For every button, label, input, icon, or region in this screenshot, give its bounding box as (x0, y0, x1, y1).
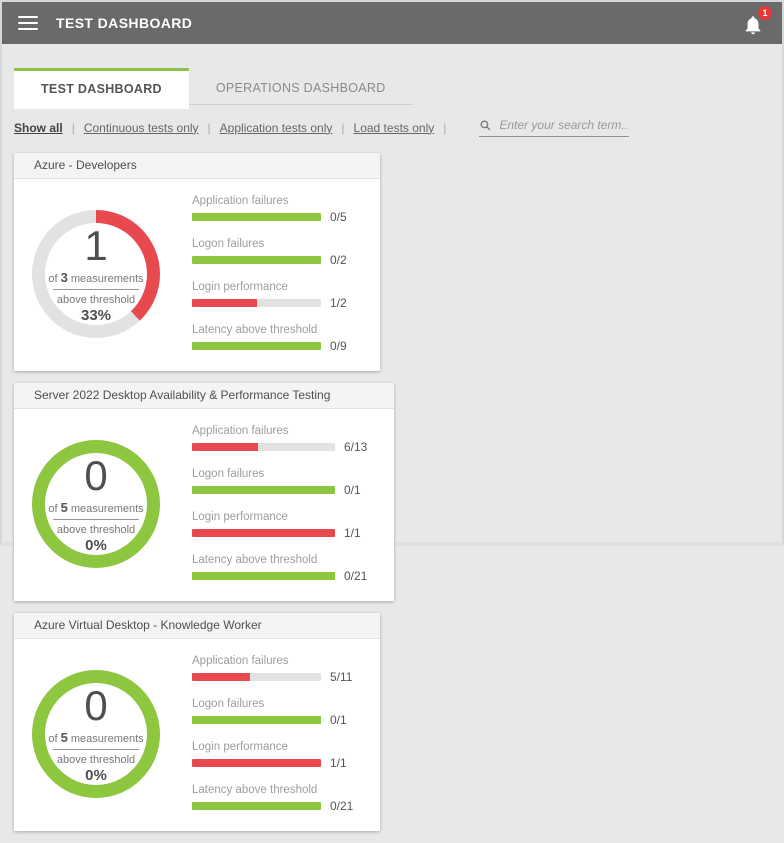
search-icon (480, 120, 491, 130)
bell-icon (745, 16, 761, 35)
metric-bar (192, 802, 321, 810)
filter-show-all[interactable]: Show all (14, 120, 63, 135)
dashboard-tabs: TEST DASHBOARD OPERATIONS DASHBOARD (14, 68, 770, 109)
card-azure-virtual-desktop[interactable]: Azure Virtual Desktop - Knowledge Worker… (14, 613, 380, 831)
metric-logon-failures: Logon failures 0/1 (192, 698, 364, 727)
metric-bar (192, 256, 321, 264)
card-title: Server 2022 Desktop Availability & Perfo… (14, 383, 394, 409)
donut-chart: 1 of 3 measurements above threshold 33% (32, 210, 162, 338)
donut-of-line: of 5 measurements (48, 500, 144, 516)
metric-latency-above-threshold: Latency above threshold 0/21 (192, 784, 364, 813)
cards-grid: Azure - Developers 1 of 3 measurements a… (2, 141, 782, 843)
metric-login-performance: Login performance 1/2 (192, 281, 364, 310)
donut-percent: 33% (80, 307, 112, 325)
metric-bar (192, 529, 335, 537)
card-body: 0 of 5 measurements above threshold 0% A… (14, 409, 394, 601)
metric-bar (192, 213, 321, 221)
card-title: Azure - Developers (14, 153, 380, 179)
donut-divider (53, 289, 139, 291)
metric-value: 0/21 (344, 569, 368, 583)
donut-of-line: of 3 measurements (48, 270, 144, 286)
tab-test-dashboard[interactable]: TEST DASHBOARD (14, 68, 189, 109)
metric-bar (192, 342, 321, 350)
metric-value: 1/2 (330, 296, 347, 310)
donut-divider (53, 749, 139, 751)
metric-bar (192, 716, 321, 724)
metric-bar (192, 443, 335, 451)
metric-login-performance: Login performance 1/1 (192, 511, 378, 540)
metric-bar (192, 572, 335, 580)
notifications-button[interactable]: 1 (742, 6, 772, 35)
card-server-2022-desktop[interactable]: Server 2022 Desktop Availability & Perfo… (14, 383, 394, 601)
card-body: 0 of 5 measurements above threshold 0% A… (14, 639, 380, 831)
donut-threshold-label: above threshold (56, 754, 136, 767)
metric-latency-above-threshold: Latency above threshold 0/9 (192, 324, 364, 353)
menu-icon[interactable] (18, 16, 38, 30)
donut-divider (53, 519, 139, 521)
donut-of-line: of 5 measurements (48, 730, 144, 746)
metric-value: 0/1 (330, 713, 347, 727)
metric-application-failures: Application failures 5/11 (192, 655, 364, 684)
filter-row: Show all | Continuous tests only | Appli… (14, 118, 770, 137)
metrics-list: Application failures 0/5 Logon failures … (192, 195, 364, 353)
donut-value: 0 (84, 681, 108, 729)
metric-value: 1/1 (344, 526, 361, 540)
card-title: Azure Virtual Desktop - Knowledge Worker (14, 613, 380, 639)
metric-value: 0/5 (330, 210, 347, 224)
filter-separator: | (443, 120, 447, 135)
card-azure-developers[interactable]: Azure - Developers 1 of 3 measurements a… (14, 153, 380, 371)
donut-percent: 0% (85, 767, 107, 785)
metric-bar (192, 299, 321, 307)
metric-logon-failures: Logon failures 0/2 (192, 238, 364, 267)
metric-application-failures: Application failures 0/5 (192, 195, 364, 224)
metric-login-performance: Login performance 1/1 (192, 741, 364, 770)
metric-value: 1/1 (330, 756, 347, 770)
app-title: TEST DASHBOARD (56, 15, 193, 31)
metric-value: 0/21 (330, 799, 354, 813)
metrics-list: Application failures 5/11 Logon failures… (192, 655, 364, 813)
filter-load-tests[interactable]: Load tests only (353, 120, 435, 135)
donut-threshold-label: above threshold (56, 524, 136, 537)
notification-badge: 1 (758, 6, 772, 20)
donut-value: 1 (84, 221, 108, 269)
filter-separator: | (341, 120, 345, 135)
metric-bar (192, 673, 321, 681)
tab-operations-dashboard[interactable]: OPERATIONS DASHBOARD (188, 68, 413, 105)
metric-value: 0/9 (330, 339, 347, 353)
search-box (479, 118, 630, 137)
metric-value: 0/2 (330, 253, 347, 267)
metric-value: 5/11 (330, 670, 353, 684)
search-input[interactable] (499, 118, 630, 132)
filter-application-tests[interactable]: Application tests only (219, 120, 333, 135)
card-body: 1 of 3 measurements above threshold 33% … (14, 179, 380, 371)
donut-chart: 0 of 5 measurements above threshold 0% (32, 440, 162, 568)
donut-threshold-label: above threshold (56, 294, 136, 307)
donut-chart: 0 of 5 measurements above threshold 0% (32, 670, 162, 798)
metric-value: 6/13 (344, 440, 368, 454)
filter-separator: | (71, 120, 75, 135)
metric-application-failures: Application failures 6/13 (192, 425, 378, 454)
metric-bar (192, 486, 335, 494)
filter-separator: | (207, 120, 211, 135)
metric-bar (192, 759, 321, 767)
metric-logon-failures: Logon failures 0/1 (192, 468, 378, 497)
filter-continuous-tests[interactable]: Continuous tests only (83, 120, 199, 135)
metric-value: 0/1 (344, 483, 361, 497)
app-bar: TEST DASHBOARD 1 (2, 2, 782, 44)
metrics-list: Application failures 6/13 Logon failures… (192, 425, 378, 583)
donut-value: 0 (84, 451, 108, 499)
metric-latency-above-threshold: Latency above threshold 0/21 (192, 554, 378, 583)
